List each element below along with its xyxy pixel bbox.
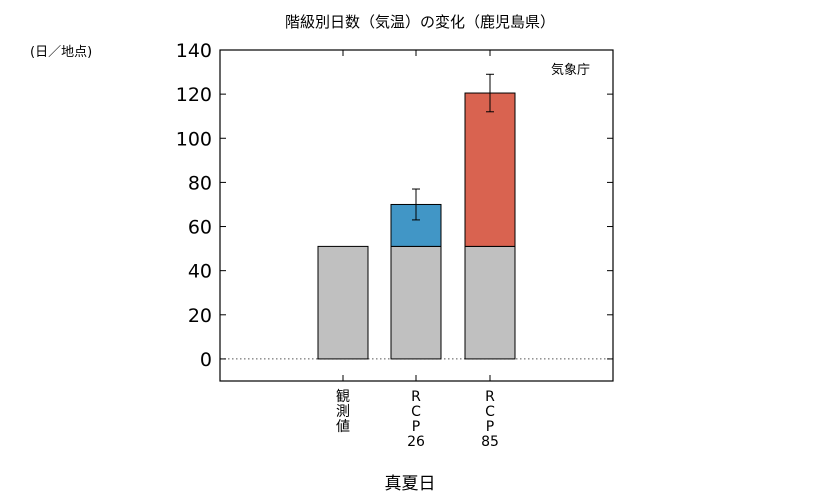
x-tick-label: 観 xyxy=(336,388,350,405)
x-tick-label: R xyxy=(411,389,421,405)
y-axis-label: (日／地点) xyxy=(30,45,92,60)
x-tick-label: P xyxy=(412,419,420,435)
bar-base xyxy=(464,245,516,360)
y-tick-label: 140 xyxy=(176,40,212,62)
source-label: 気象庁 xyxy=(551,62,590,78)
plot-frame xyxy=(219,49,614,382)
y-tick-label: 20 xyxy=(188,305,212,327)
x-tick-label: 26 xyxy=(407,434,425,450)
bar-base xyxy=(317,245,369,360)
y-tick-label: 80 xyxy=(188,172,212,194)
x-tick-label: 85 xyxy=(481,434,499,450)
y-tick-label: 0 xyxy=(200,349,212,371)
y-tick-label: 40 xyxy=(188,261,212,283)
x-tick-label: P xyxy=(486,419,494,435)
x-tick-label: 測 xyxy=(336,404,350,420)
x-axis-label: 真夏日 xyxy=(385,474,436,494)
chart-title: 階級別日数（気温）の変化（鹿児島県） xyxy=(285,13,555,31)
x-tick-label: C xyxy=(485,404,495,420)
x-tick-label: R xyxy=(485,389,495,405)
y-tick-label: 120 xyxy=(176,84,212,106)
y-tick-label: 100 xyxy=(176,128,212,150)
x-tick-label: 値 xyxy=(336,419,350,435)
y-tick-label: 60 xyxy=(188,217,212,239)
bar-base xyxy=(390,245,442,360)
bar-increase xyxy=(464,92,516,247)
x-tick-label: C xyxy=(411,404,421,420)
